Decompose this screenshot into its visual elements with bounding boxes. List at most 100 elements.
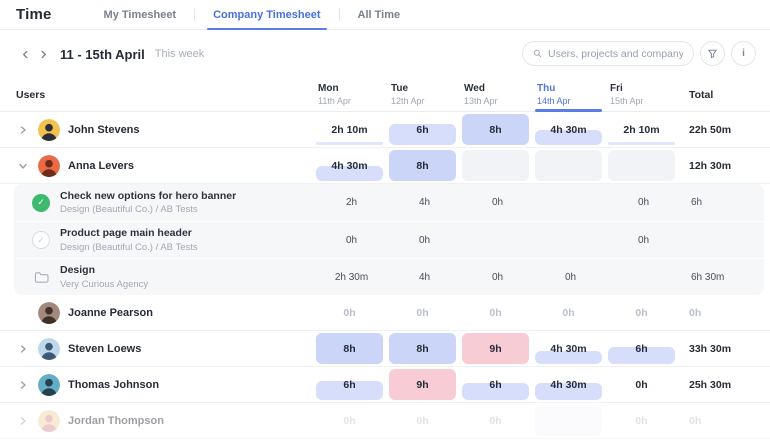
expand-chevron-icon[interactable] <box>16 416 30 426</box>
timesheet-cell[interactable]: 0h <box>316 403 383 438</box>
timesheet-cell[interactable] <box>535 148 602 183</box>
tab-my-timesheet[interactable]: My Timesheet <box>103 8 177 21</box>
timesheet-cell[interactable]: 4h 30m <box>535 367 602 402</box>
prev-week-button[interactable] <box>16 45 34 63</box>
timesheet-cell[interactable]: 8h <box>389 331 456 366</box>
timesheet-cell[interactable]: 0h <box>316 295 383 330</box>
timesheet-cell[interactable]: 0h <box>462 295 529 330</box>
timesheet-cell[interactable] <box>535 403 602 438</box>
timesheet-cell[interactable]: 0h <box>389 403 456 438</box>
timesheet-cell[interactable]: 6h <box>462 367 529 402</box>
user-row: John Stevens 2h 10m 6h 8h 4h 30m 2h 10m 22h 50… <box>0 112 770 148</box>
expand-chevron-icon[interactable] <box>16 125 30 135</box>
total-value: 25h 30m <box>689 378 732 391</box>
timesheet-cell[interactable]: 4h <box>418 271 431 283</box>
timesheet-cell[interactable]: 8h <box>462 112 529 147</box>
timesheet-cell[interactable]: 0h <box>389 295 456 330</box>
timesheet-cell[interactable]: 0h <box>491 197 504 208</box>
timesheet-cell[interactable]: 2h 10m <box>316 112 383 147</box>
user-name: John Stevens <box>68 123 140 136</box>
hours-bar <box>462 383 529 400</box>
hours-value: 4h 30m <box>550 123 587 136</box>
tab-bar: My Timesheet Company Timesheet All Time <box>86 0 419 30</box>
timesheet-cell[interactable]: 0h <box>535 295 602 330</box>
hours-value: 0h <box>489 414 502 427</box>
total-value: 22h 50m <box>689 123 732 136</box>
hours-value: 0h <box>343 306 356 319</box>
timesheet-cell[interactable]: 4h 30m <box>316 148 383 183</box>
timesheet-cell[interactable]: 8h <box>316 331 383 366</box>
hours-value: 2h 10m <box>331 123 368 136</box>
timesheet-cell[interactable]: 0h <box>608 367 675 402</box>
tab-company-timesheet[interactable]: Company Timesheet <box>195 0 338 30</box>
timesheet-cell[interactable]: 0h <box>608 403 675 438</box>
task-subtitle: Design (Beautiful Co.) / AB Tests <box>60 241 198 253</box>
total-value: 0h <box>689 414 702 427</box>
expand-chevron-icon[interactable] <box>16 344 30 354</box>
search-box[interactable] <box>522 41 694 66</box>
timesheet-cell[interactable]: 9h <box>389 367 456 402</box>
task-subtitle: Design (Beautiful Co.) / AB Tests <box>60 204 198 216</box>
more-options-button[interactable]: i <box>731 41 756 66</box>
timesheet-cell[interactable]: 2h 30m <box>334 271 369 283</box>
total-value: 0h <box>689 306 702 319</box>
timesheet-cell[interactable]: 0h <box>564 271 577 283</box>
hours-bar <box>316 333 383 364</box>
timesheet-cell[interactable]: 0h <box>637 234 650 246</box>
timesheet-cell[interactable]: 2h <box>345 197 358 208</box>
search-input[interactable] <box>548 47 683 60</box>
user-row: Anna Levers 4h 30m 8h 12h 30m <box>0 148 770 184</box>
user-cell: Anna Levers <box>16 154 316 177</box>
hours-value: 0h <box>489 306 502 319</box>
task-cell: ✓ Product page main header Design (Beautif… <box>18 227 318 253</box>
hours-value: 0h <box>416 306 429 319</box>
timesheet-cell[interactable]: 4h <box>418 197 431 208</box>
timesheet-cell[interactable]: 2h 10m <box>608 112 675 147</box>
filter-button[interactable] <box>700 41 725 66</box>
timesheet-cell[interactable]: 8h <box>389 148 456 183</box>
avatar <box>38 301 60 324</box>
hours-bar <box>535 405 602 436</box>
timesheet-cell[interactable]: 6h <box>316 367 383 402</box>
check-empty-icon[interactable]: ✓ <box>32 231 50 249</box>
timesheet-cell[interactable]: 6h <box>608 331 675 366</box>
timesheet-cell[interactable]: 4h 30m <box>535 331 602 366</box>
timesheet-cell[interactable]: 0h <box>462 403 529 438</box>
timesheet-cell[interactable]: 4h 30m <box>535 112 602 147</box>
hours-value: 0h <box>562 306 575 319</box>
hours-value: 0h <box>416 414 429 427</box>
task-panel: ✓ Check new options for hero banner Design… <box>14 184 764 295</box>
hours-value: 0h <box>343 414 356 427</box>
task-title: Design <box>60 264 96 277</box>
expand-chevron-icon[interactable] <box>16 161 30 171</box>
hours-value: 6h <box>416 123 429 136</box>
timesheet-cell[interactable]: 0h <box>418 234 431 246</box>
hours-bar <box>535 350 602 364</box>
timesheet-cell[interactable]: 0h <box>637 197 650 208</box>
hours-bar <box>389 123 456 145</box>
user-row: Joanne Pearson 0h 0h 0h 0h 0h 0h <box>0 295 770 331</box>
timesheet-cell[interactable] <box>462 148 529 183</box>
timesheet-cell[interactable]: 0h <box>345 234 358 246</box>
user-row: Jordan Thompson 0h 0h 0h 0h 0h <box>0 403 770 439</box>
avatar <box>38 337 60 360</box>
column-header-tue: Tue 12th Apr <box>391 83 425 106</box>
hours-value: 4h 30m <box>550 378 587 391</box>
app-title: Time <box>16 6 52 23</box>
hours-value: 6h <box>635 342 648 355</box>
check-done-icon[interactable]: ✓ <box>32 193 50 212</box>
timesheet-cell[interactable]: 0h <box>491 271 504 283</box>
timesheet-cell[interactable]: 9h <box>462 331 529 366</box>
hours-value: 4h 30m <box>550 342 587 355</box>
next-week-button[interactable] <box>34 45 52 63</box>
timesheet-cell[interactable]: 0h <box>608 295 675 330</box>
expand-chevron-icon[interactable] <box>16 380 30 390</box>
hours-bar <box>316 142 383 145</box>
filter-funnel-icon <box>708 49 717 59</box>
total-column-header: Total <box>689 88 714 101</box>
timesheet-cell[interactable]: 6h <box>389 112 456 147</box>
hours-value: 8h <box>489 123 502 136</box>
timesheet-cell[interactable] <box>608 148 675 183</box>
tab-all-time[interactable]: All Time <box>357 8 401 21</box>
user-name: Steven Loews <box>68 342 142 355</box>
